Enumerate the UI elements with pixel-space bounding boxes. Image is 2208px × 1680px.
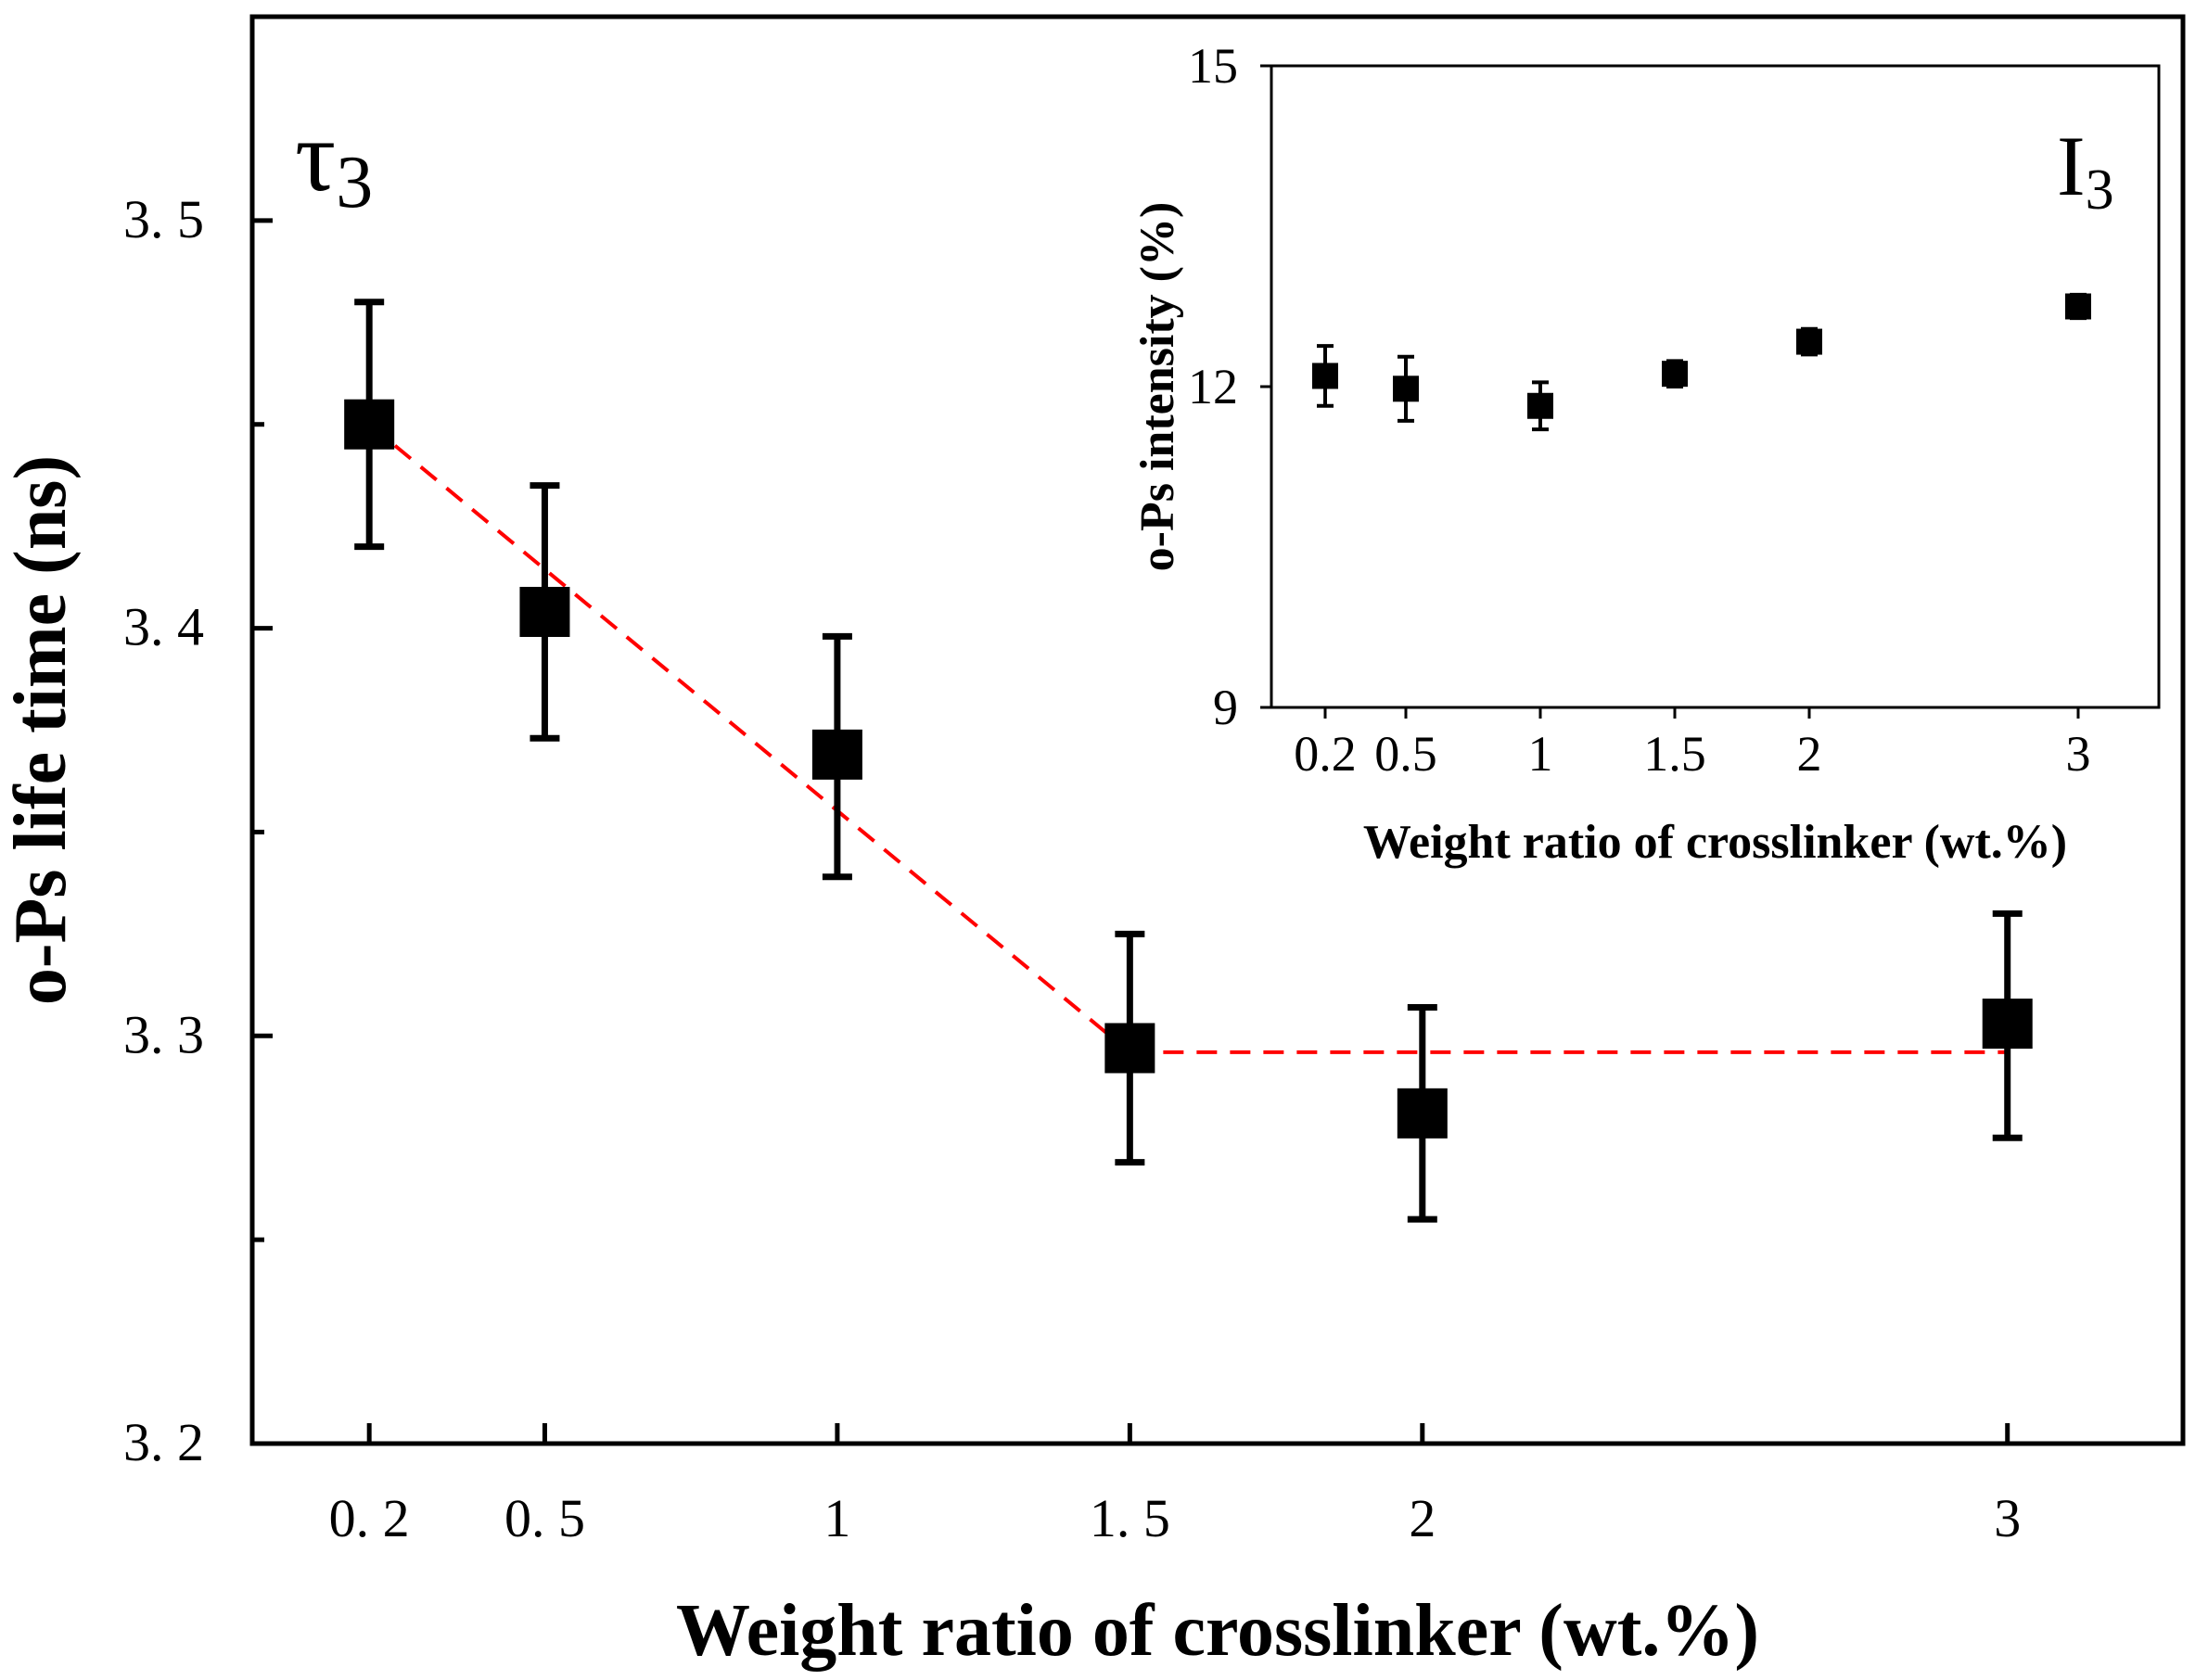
main-data-point <box>811 729 862 780</box>
main-data-point <box>1104 1023 1155 1074</box>
main-y-tick-label: 3. 4 <box>123 597 204 657</box>
inset-data-point <box>2065 293 2091 320</box>
inset-data-point <box>1393 375 1419 402</box>
main-plot: 3. 2 3. 3 3. 4 3. 5 0. 2 0. 5 1 1. 5 2 3 Weight ra… <box>0 14 2186 1672</box>
inset-x-tick-label: 0.5 <box>1374 726 1437 782</box>
inset-panel-label: I3 <box>2057 119 2114 222</box>
inset-y-tick-label: 9 <box>1213 680 1238 735</box>
inset-x-tick-label: 1 <box>1528 726 1553 782</box>
main-trend-line-1 <box>367 423 1131 1054</box>
inset-data-point <box>1312 363 1338 389</box>
main-y-tick-label: 3. 5 <box>123 189 204 249</box>
inset-panel-label-base: I <box>2057 119 2086 213</box>
main-x-tick-label: 0. 5 <box>504 1488 585 1548</box>
main-y-tick-label: 3. 2 <box>123 1412 204 1472</box>
inset-x-axis-title: Weight ratio of crosslinker (wt.%) <box>1363 816 2067 869</box>
inset-data-point <box>1662 361 1688 388</box>
main-data-point <box>519 586 570 637</box>
main-x-tick-label: 1 <box>823 1488 850 1548</box>
main-x-tick-label: 0. 2 <box>329 1488 410 1548</box>
main-x-tick-label: 1. 5 <box>1090 1488 1170 1548</box>
main-panel-label-subscript: 3 <box>336 142 373 223</box>
inset-y-tick-label: 12 <box>1188 359 1238 414</box>
inset-y-axis-title: o-Ps intensity (%) <box>1131 202 1184 572</box>
inset-plot: 9 12 15 0.2 0.5 1 1.5 2 3 Weight ratio of crossli… <box>1131 38 2161 869</box>
main-panel-label: τ3 <box>295 99 373 223</box>
inset-data-point <box>1796 328 1822 355</box>
inset-y-tick-label: 15 <box>1188 38 1238 94</box>
main-y-axis-title: o-Ps life time (ns) <box>0 455 82 1005</box>
main-data-point <box>1982 999 2033 1050</box>
main-x-tick-label: 3 <box>1994 1488 2021 1548</box>
inset-x-tick-label: 1.5 <box>1643 726 1706 782</box>
inset-x-tick-label: 3 <box>2066 726 2091 782</box>
main-x-tick-label: 2 <box>1409 1488 1436 1548</box>
main-data-point <box>344 399 395 450</box>
inset-x-tick-label: 2 <box>1797 726 1822 782</box>
main-y-tick-label: 3. 3 <box>123 1004 204 1064</box>
main-data-point <box>1397 1088 1448 1139</box>
main-x-axis-title: Weight ratio of crosslinker (wt.%) <box>676 1590 1759 1672</box>
main-plot-frame <box>249 14 2186 1446</box>
inset-x-tick-label: 0.2 <box>1294 726 1357 782</box>
inset-data-point <box>1527 392 1553 419</box>
inset-panel-label-subscript: 3 <box>2086 159 2114 222</box>
main-panel-label-base: τ <box>295 99 336 212</box>
